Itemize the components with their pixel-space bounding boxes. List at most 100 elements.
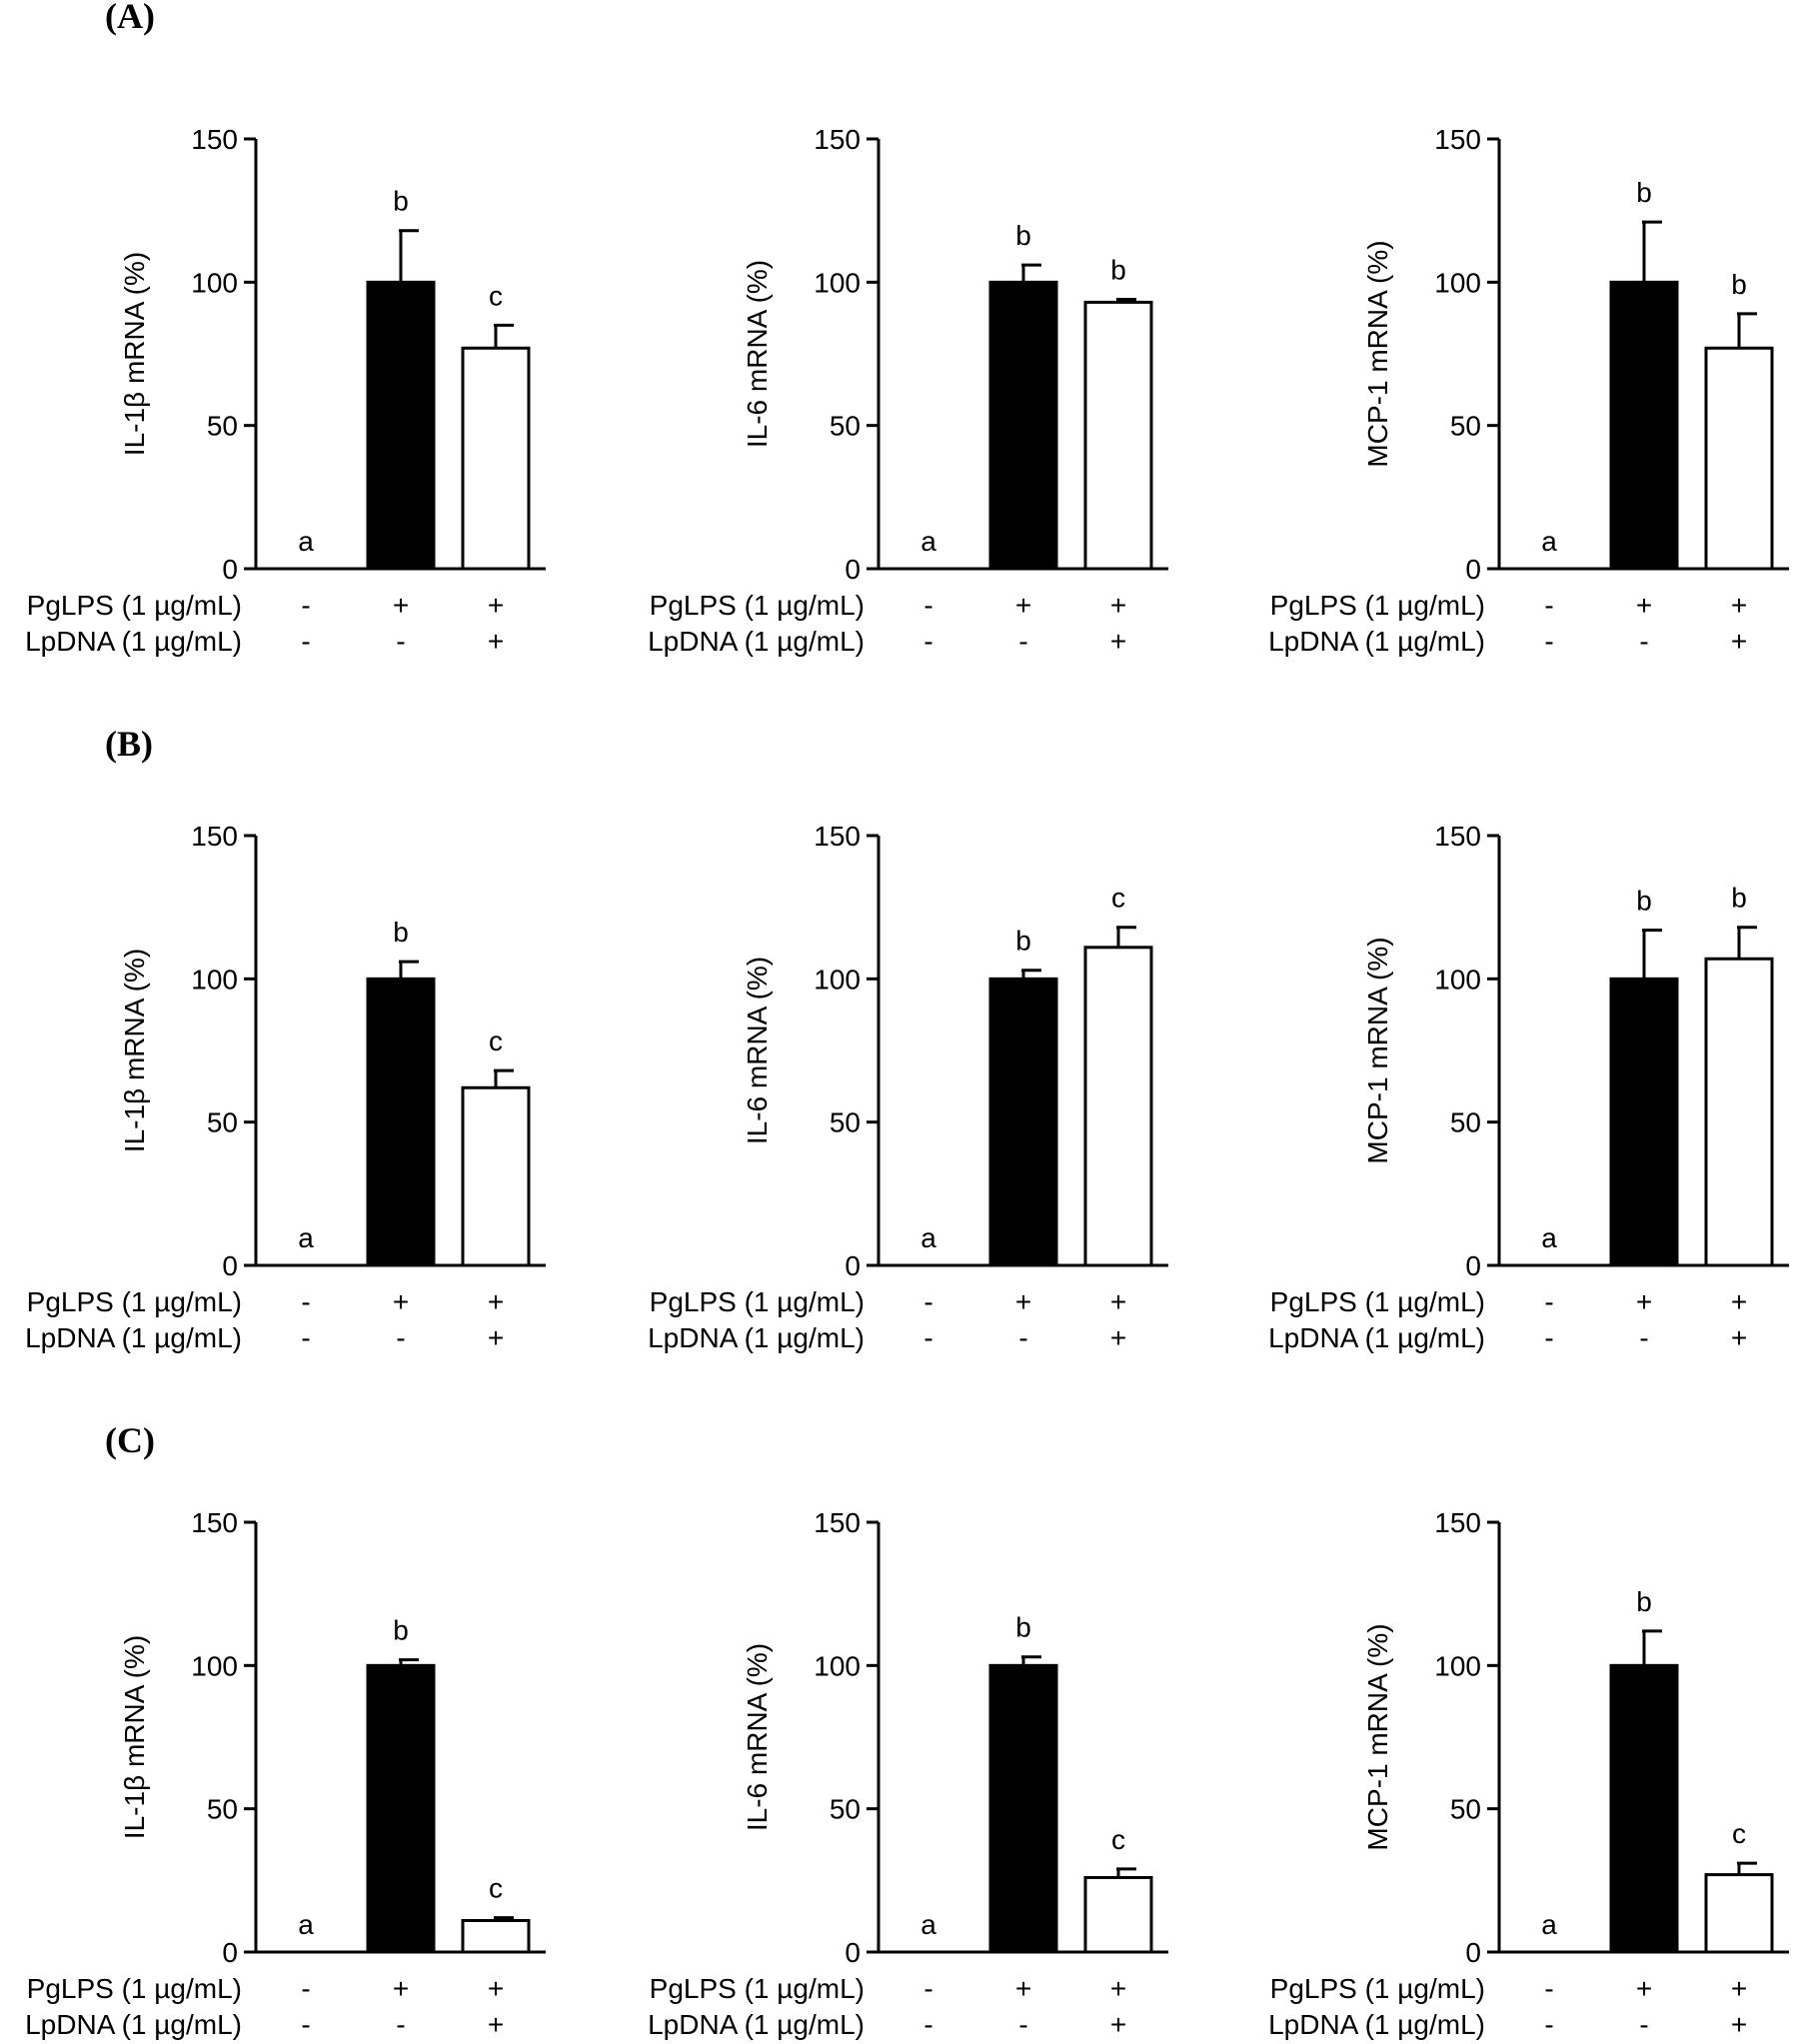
y-tick-label: 0 bbox=[222, 554, 238, 585]
condition-label: LpDNA (1 µg/mL) bbox=[25, 2009, 242, 2040]
significance-label: b bbox=[393, 917, 409, 948]
condition-symbol: + bbox=[393, 1973, 409, 2004]
bar-chart-5: 0 50 100 150 IL-6 mRNA (%) a b c PgLPS (1 µg/mL)… bbox=[648, 821, 1168, 1353]
condition-symbol: - bbox=[1544, 626, 1553, 657]
condition-symbol: + bbox=[1110, 626, 1126, 657]
condition-symbol: + bbox=[488, 2009, 504, 2040]
condition-symbol: + bbox=[1015, 1286, 1031, 1317]
condition-label: PgLPS (1 µg/mL) bbox=[650, 1286, 865, 1317]
bar-chart-2: 0 50 100 150 IL-6 mRNA (%) a b b PgLPS (1 µg/mL)… bbox=[648, 124, 1168, 657]
significance-label: b bbox=[1731, 269, 1747, 300]
y-axis-label: IL-6 mRNA (%) bbox=[742, 260, 773, 448]
condition-symbol: - bbox=[1018, 2009, 1027, 2040]
bar-chart-8: 0 50 100 150 IL-6 mRNA (%) a b c PgLPS (1 µg/mL)… bbox=[648, 1507, 1168, 2040]
bar-chart-9: 0 50 100 150 MCP-1 mRNA (%) a b c PgLPS (1 µg/mL… bbox=[1268, 1507, 1789, 2040]
panel-label-a: (A) bbox=[105, 0, 155, 36]
significance-label: a bbox=[298, 1909, 314, 1940]
bar-3 bbox=[463, 1920, 529, 1952]
bar-2 bbox=[1611, 979, 1677, 1265]
y-tick-label: 50 bbox=[1450, 1794, 1481, 1825]
y-tick-label: 0 bbox=[845, 1937, 861, 1968]
figure: (A)(B)(C)050100150IL-1β mRNA (%)abcPgLPS… bbox=[0, 0, 1796, 2044]
bar-3 bbox=[1085, 948, 1151, 1265]
y-axis-label: IL-6 mRNA (%) bbox=[742, 957, 773, 1144]
y-axis-label: IL-6 mRNA (%) bbox=[742, 1643, 773, 1831]
y-axis-label: IL-1β mRNA (%) bbox=[119, 1635, 150, 1839]
significance-label: b bbox=[1015, 1612, 1031, 1643]
condition-symbol: + bbox=[1110, 590, 1126, 621]
condition-symbol: + bbox=[393, 590, 409, 621]
significance-label: c bbox=[1732, 1818, 1746, 1849]
y-tick-label: 150 bbox=[191, 124, 238, 155]
condition-symbol: - bbox=[1639, 2009, 1648, 2040]
condition-label: LpDNA (1 µg/mL) bbox=[648, 2009, 865, 2040]
bar-chart-3: 0 50 100 150 MCP-1 mRNA (%) a b b PgLPS (1 µg/mL… bbox=[1268, 124, 1789, 657]
bar-2 bbox=[1611, 282, 1677, 569]
y-tick-label: 50 bbox=[207, 411, 238, 442]
condition-symbol: - bbox=[301, 1286, 310, 1317]
y-axis-label: MCP-1 mRNA (%) bbox=[1362, 937, 1393, 1163]
significance-label: b bbox=[1636, 1586, 1652, 1617]
condition-symbol: - bbox=[396, 626, 405, 657]
condition-symbol: - bbox=[301, 1322, 310, 1353]
condition-label: PgLPS (1 µg/mL) bbox=[1270, 590, 1485, 621]
y-tick-label: 50 bbox=[207, 1107, 238, 1138]
bar-2 bbox=[990, 282, 1056, 569]
condition-symbol: + bbox=[1731, 590, 1747, 621]
significance-label: b bbox=[1110, 255, 1126, 286]
significance-label: a bbox=[1541, 526, 1557, 557]
condition-symbol: + bbox=[1110, 1973, 1126, 2004]
condition-symbol: - bbox=[923, 590, 932, 621]
condition-symbol: - bbox=[923, 1286, 932, 1317]
y-tick-label: 100 bbox=[1434, 267, 1481, 298]
y-axis-label: IL-1β mRNA (%) bbox=[119, 949, 150, 1152]
y-tick-label: 150 bbox=[1434, 1507, 1481, 1538]
condition-label: PgLPS (1 µg/mL) bbox=[27, 1286, 242, 1317]
condition-symbol: + bbox=[488, 1286, 504, 1317]
condition-symbol: - bbox=[923, 2009, 932, 2040]
condition-symbol: - bbox=[301, 626, 310, 657]
significance-label: b bbox=[1636, 177, 1652, 208]
panel-label-b: (B) bbox=[105, 724, 153, 764]
condition-label: LpDNA (1 µg/mL) bbox=[1268, 1322, 1485, 1353]
y-tick-label: 50 bbox=[830, 1794, 861, 1825]
condition-symbol: - bbox=[923, 626, 932, 657]
condition-symbol: - bbox=[923, 1973, 932, 2004]
significance-label: a bbox=[920, 1222, 936, 1253]
bar-3 bbox=[1706, 348, 1772, 569]
condition-symbol: - bbox=[301, 1973, 310, 2004]
significance-label: c bbox=[489, 1025, 503, 1056]
y-tick-label: 100 bbox=[814, 964, 861, 995]
bar-chart-1: 0 50 100 150 IL-1β mRNA (%) a b c PgLPS (1 µg/mL… bbox=[25, 124, 546, 657]
significance-label: c bbox=[489, 1873, 503, 1904]
condition-symbol: - bbox=[1544, 1286, 1553, 1317]
y-tick-label: 0 bbox=[1465, 1937, 1481, 1968]
significance-label: a bbox=[298, 1222, 314, 1253]
condition-symbol: + bbox=[1636, 1286, 1652, 1317]
y-tick-label: 100 bbox=[1434, 964, 1481, 995]
significance-label: b bbox=[1015, 220, 1031, 251]
y-axis-label: MCP-1 mRNA (%) bbox=[1362, 1623, 1393, 1850]
y-tick-label: 150 bbox=[814, 1507, 861, 1538]
y-tick-label: 0 bbox=[222, 1250, 238, 1281]
y-tick-label: 50 bbox=[207, 1794, 238, 1825]
condition-symbol: - bbox=[1544, 2009, 1553, 2040]
y-tick-label: 100 bbox=[191, 267, 238, 298]
condition-label: PgLPS (1 µg/mL) bbox=[1270, 1973, 1485, 2004]
condition-label: PgLPS (1 µg/mL) bbox=[650, 1973, 865, 2004]
bar-2 bbox=[368, 979, 434, 1265]
condition-symbol: + bbox=[1636, 1973, 1652, 2004]
significance-label: b bbox=[393, 186, 409, 217]
condition-label: PgLPS (1 µg/mL) bbox=[27, 590, 242, 621]
y-tick-label: 150 bbox=[191, 1507, 238, 1538]
condition-symbol: + bbox=[1110, 1286, 1126, 1317]
y-tick-label: 150 bbox=[814, 124, 861, 155]
y-tick-label: 0 bbox=[1465, 554, 1481, 585]
y-tick-label: 100 bbox=[191, 964, 238, 995]
bar-3 bbox=[463, 1087, 529, 1265]
significance-label: a bbox=[920, 526, 936, 557]
y-tick-label: 50 bbox=[1450, 1107, 1481, 1138]
condition-symbol: + bbox=[488, 590, 504, 621]
significance-label: a bbox=[298, 526, 314, 557]
bar-3 bbox=[463, 348, 529, 569]
